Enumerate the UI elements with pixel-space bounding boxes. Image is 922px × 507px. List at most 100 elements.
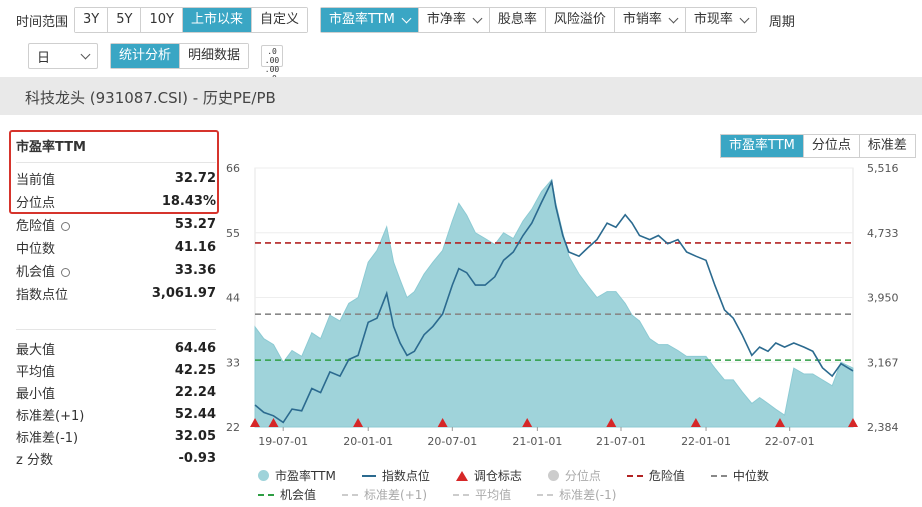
stat-row: 标准差(+1) 52.44: [16, 404, 216, 424]
chart-tab-1[interactable]: 分位点: [803, 135, 860, 157]
stat-label: 分位点: [16, 192, 55, 211]
chart-tabs: 市盈率TTM 分位点 标准差: [720, 134, 916, 158]
metric-button-0[interactable]: 市盈率TTM: [320, 8, 419, 32]
metric-button-1[interactable]: 市净率: [418, 8, 490, 32]
range-button-2[interactable]: 10Y: [141, 8, 183, 32]
stat-label-text: 指数点位: [16, 287, 69, 303]
stat-label-text: 中位数: [16, 241, 56, 257]
period-label: 周期: [768, 14, 795, 30]
legend-item[interactable]: 平均值: [453, 486, 511, 503]
stat-label: 标准差(-1): [16, 430, 79, 446]
stat-value: 52.44: [174, 406, 216, 422]
metric-selector: 市盈率TTM 市净率 股息率 风险溢价 市销率 市现率: [319, 7, 757, 33]
legend-row-1: 市盈率TTM 指数点位 调仓标志 分位点 危险值 中位数: [258, 467, 898, 484]
x-tick-label: 21-07-01: [596, 435, 646, 448]
chart-tab-0[interactable]: 市盈率TTM: [721, 135, 804, 157]
legend-item[interactable]: 调仓标志: [455, 467, 522, 484]
chart-tab-2[interactable]: 标准差: [859, 135, 915, 157]
chevron-down-icon: [401, 13, 412, 23]
decimal-icon-top: .0 .00: [264, 47, 280, 65]
legend-item[interactable]: 标准差(-1): [537, 486, 616, 503]
x-tick-label: 22-01-01: [681, 435, 731, 448]
stat-label-text: 分位点: [16, 195, 56, 211]
divider: [16, 162, 216, 163]
stat-row: 最小值 22.24: [16, 382, 216, 402]
rebalance-marker: [690, 418, 701, 427]
legend-dash-icon: [453, 493, 470, 496]
stat-label: 标准差(+1): [16, 408, 85, 424]
stat-row: 当前值 32.72: [16, 168, 216, 188]
stat-value: 32.05: [174, 428, 216, 444]
x-tick-label: 20-07-01: [427, 435, 477, 448]
stat-label: z 分数: [16, 452, 53, 468]
stat-value: 64.46: [174, 340, 216, 356]
range-button-0[interactable]: 3Y: [75, 8, 109, 32]
stat-label-text: 当前值: [16, 172, 56, 188]
legend-triangle-icon: [455, 470, 468, 481]
legend-item[interactable]: 危险值: [626, 467, 685, 484]
range-button-3[interactable]: 上市以来: [182, 8, 252, 32]
legend-item[interactable]: 中位数: [710, 467, 769, 484]
legend-label: 分位点: [564, 469, 601, 483]
index-line-series: [254, 179, 854, 424]
chevron-down-icon: [739, 13, 750, 23]
range-selector: 3Y 5Y 10Y 上市以来 自定义: [74, 7, 308, 33]
metric-label: 股息率: [497, 12, 537, 27]
stats-head: 市盈率TTM: [16, 140, 86, 155]
stat-row: 标准差(-1) 32.05: [16, 426, 216, 446]
x-tick-label: 22-07-01: [765, 435, 815, 448]
legend-label: 平均值: [475, 488, 512, 502]
period-select-value: 日: [37, 50, 51, 66]
stat-value: 33.36: [174, 262, 216, 278]
toolbar-row-1: 时间范围 3Y 5Y 10Y 上市以来 自定义 市盈率TTM 市净率 股息率 风险溢价 市销率市…: [16, 6, 801, 34]
stat-value: 3,061.97: [151, 285, 216, 301]
decimal-toggle-button[interactable]: .0 .00 .00 .0: [261, 45, 284, 83]
stat-label: 平均值: [16, 364, 56, 380]
legend-item[interactable]: 市盈率TTM: [258, 467, 336, 484]
x-tick-label: 19-07-01: [258, 435, 308, 448]
legend-dash-icon: [342, 493, 359, 496]
gear-icon[interactable]: [61, 267, 71, 277]
legend-item[interactable]: 指数点位: [361, 467, 430, 484]
view-tab-1[interactable]: 明细数据: [180, 44, 249, 68]
stat-value: 53.27: [174, 216, 216, 232]
legend-item[interactable]: 机会值: [258, 486, 316, 503]
stats-panel: 市盈率TTM 当前值 32.72 分位点 18.43% 危险值 53.27 中位数 41.16…: [8, 126, 218, 507]
metric-button-3[interactable]: 风险溢价: [545, 8, 615, 32]
rebalance-marker: [268, 418, 279, 427]
stat-row: 危险值 53.27: [16, 214, 216, 234]
stat-label-text: 机会值: [16, 264, 56, 280]
legend-line-icon: [361, 474, 376, 477]
range-button-4[interactable]: 自定义: [251, 8, 307, 32]
x-tick-label: 20-01-01: [343, 435, 393, 448]
legend-item[interactable]: 分位点: [547, 467, 601, 484]
period-select[interactable]: 日: [28, 43, 98, 69]
range-button-1[interactable]: 5Y: [108, 8, 142, 32]
stat-value: 41.16: [174, 239, 216, 255]
stat-value: 22.24: [174, 384, 216, 400]
view-selector: 统计分析 明细数据: [110, 43, 250, 69]
stat-value: -0.93: [178, 450, 216, 466]
metric-button-5[interactable]: 市现率: [685, 8, 756, 32]
metric-label: 市现率: [693, 12, 733, 27]
metric-label: 市盈率TTM: [328, 12, 395, 27]
view-tab-0[interactable]: 统计分析: [111, 44, 181, 68]
gear-icon[interactable]: [61, 221, 71, 231]
chevron-down-icon: [80, 49, 91, 59]
metric-button-4[interactable]: 市销率: [614, 8, 686, 32]
legend-item[interactable]: 标准差(+1): [342, 486, 427, 503]
stat-label: 最大值: [16, 342, 56, 358]
stat-label: 指数点位: [16, 284, 68, 303]
right-tick-label: 2,384: [867, 421, 899, 434]
stat-label: 机会值: [16, 261, 71, 280]
highlight-box: [9, 130, 219, 214]
rebalance-marker: [522, 418, 533, 427]
legend-dash-icon: [537, 493, 554, 496]
metric-button-2[interactable]: 股息率: [489, 8, 546, 32]
rebalance-marker: [437, 418, 448, 427]
legend-dot-icon: [547, 470, 559, 481]
stat-row: 机会值 33.36: [16, 260, 216, 280]
rebalance-marker: [774, 418, 785, 427]
stat-value: 18.43%: [161, 193, 216, 209]
